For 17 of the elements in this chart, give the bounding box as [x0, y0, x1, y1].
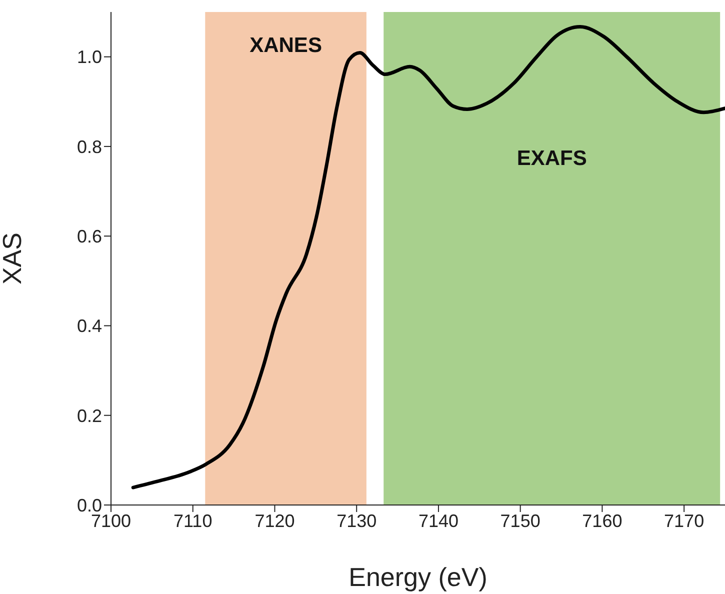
line-series: [131, 25, 725, 490]
y-tick-label: 0.4: [76, 316, 102, 336]
y-tick-label: 1.0: [76, 47, 102, 68]
band-label: XANES: [250, 34, 322, 57]
x-tick-label: 7110: [174, 510, 212, 531]
x-tick-label: 7160: [582, 510, 622, 531]
y-tick-label: 0.8: [76, 136, 102, 157]
y-axis-title: XAS: [0, 232, 28, 285]
x-tick-label: 7140: [418, 510, 458, 531]
x-axis-title: Energy (eV): [348, 562, 488, 592]
x-tick-label: 7170: [664, 510, 704, 531]
y-tick-label: 0.6: [76, 226, 102, 246]
band-label: EXAFS: [516, 146, 587, 170]
x-tick-label: 7130: [336, 510, 377, 531]
y-tick-label: 0.2: [76, 406, 102, 426]
x-tick-label: 7150: [500, 510, 540, 531]
x-tick-label: 7120: [254, 510, 295, 531]
